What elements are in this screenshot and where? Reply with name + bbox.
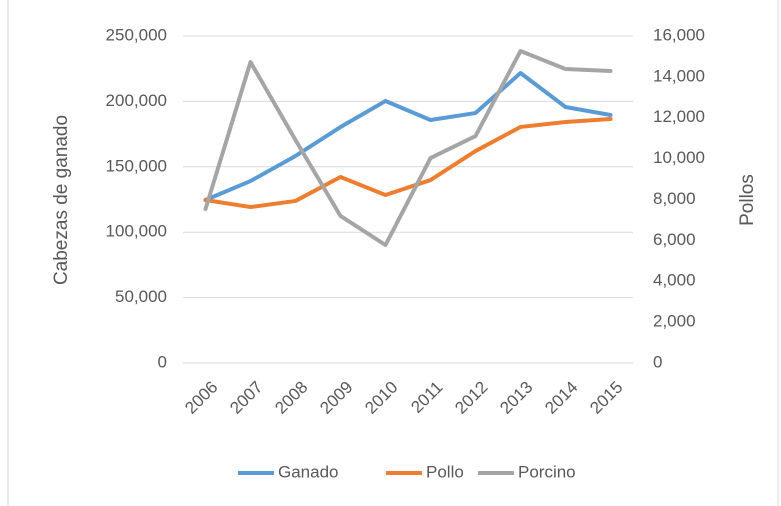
y-tick-label: 200,000 — [106, 91, 167, 110]
x-tick-label: 2006 — [181, 378, 221, 418]
x-tick-label: 2015 — [586, 378, 626, 418]
y2-tick-label: 14,000 — [653, 66, 705, 85]
series-line — [203, 71, 613, 203]
y-tick-label: 150,000 — [106, 156, 167, 175]
series-line — [203, 116, 613, 210]
legend-label: Ganado — [278, 462, 339, 481]
x-tick-label: 2013 — [496, 378, 536, 418]
y2-tick-label: 2,000 — [653, 312, 696, 331]
y2-tick-label: 12,000 — [653, 107, 705, 126]
series-line — [203, 49, 613, 248]
y2-tick-label: 4,000 — [653, 271, 696, 290]
x-tick-label: 2012 — [451, 378, 491, 418]
y-tick-label: 100,000 — [106, 222, 167, 241]
y2-tick-label: 6,000 — [653, 230, 696, 249]
y2-tick-label: 16,000 — [653, 25, 705, 44]
x-tick-label: 2007 — [226, 378, 266, 418]
y2-tick-label: 0 — [653, 352, 662, 371]
x-tick-label: 2011 — [407, 378, 446, 417]
x-tick-label: 2008 — [271, 378, 311, 418]
y-tick-label: 250,000 — [106, 25, 167, 44]
x-tick-label: 2014 — [541, 378, 581, 418]
x-tick-label: 2010 — [361, 378, 401, 418]
y-tick-label: 50,000 — [115, 287, 167, 306]
y2-tick-label: 10,000 — [653, 148, 705, 167]
chart-border — [7, 0, 779, 506]
y2-axis-title: Pollos — [737, 174, 758, 226]
y-tick-label: 0 — [158, 352, 167, 371]
legend-label: Porcino — [518, 462, 576, 481]
legend-label: Pollo — [426, 462, 464, 481]
y2-tick-label: 8,000 — [653, 189, 696, 208]
x-tick-label: 2009 — [316, 378, 356, 418]
y-axis-title: Cabezas de ganado — [51, 115, 72, 285]
